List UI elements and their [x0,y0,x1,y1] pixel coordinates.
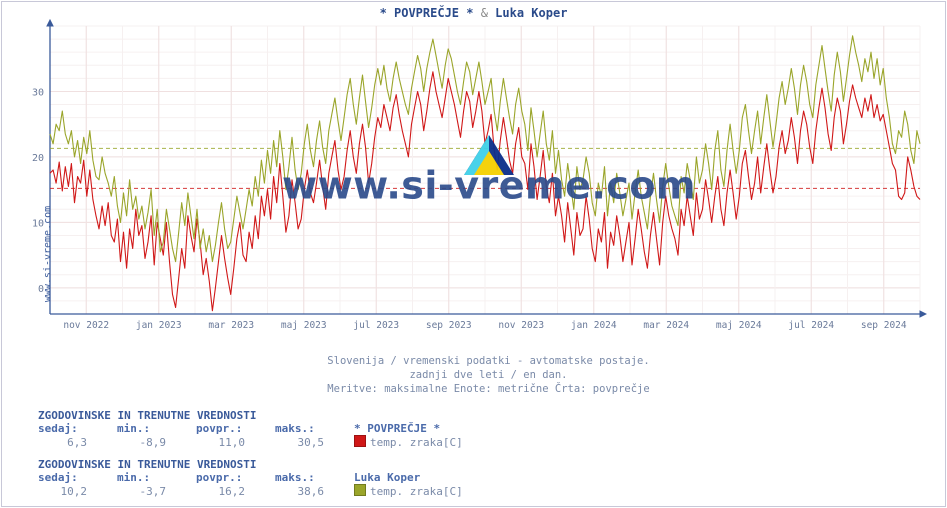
stats-val-povpr: 16,2 [196,484,275,498]
chart-title: * POVPREČJE * & Luka Koper [0,6,947,20]
stats-label-sedaj: sedaj: [38,471,117,484]
title-series-1: * POVPREČJE * [380,6,474,20]
caption-line-3: Meritve: maksimalne Enote: metrične Črta… [327,383,649,395]
svg-text:mar 2023: mar 2023 [208,320,254,331]
stats-header: ZGODOVINSKE IN TRENUTNE VREDNOSTI [38,409,467,422]
stats-label-maks: maks.: [275,471,354,484]
caption-line-2: zadnji dve leti / en dan. [409,369,567,381]
svg-text:30: 30 [32,87,44,98]
stats-val-maks: 38,6 [275,484,354,498]
stats-label-povpr: povpr.: [196,471,275,484]
legend-swatch-icon [354,484,366,496]
svg-text:mar 2024: mar 2024 [643,320,689,331]
stats-block-2: ZGODOVINSKE IN TRENUTNE VREDNOSTI sedaj:… [38,458,467,498]
stats-measure: temp. zraka[C] [354,484,467,498]
stats-val-min: -3,7 [117,484,196,498]
svg-text:nov 2022: nov 2022 [63,320,109,331]
stats-label-min: min.: [117,471,196,484]
svg-text:jan 2024: jan 2024 [571,320,617,331]
chart-caption: Slovenija / vremenski podatki - avtomats… [50,354,927,397]
svg-text:jan 2023: jan 2023 [136,320,182,331]
svg-text:sep 2024: sep 2024 [861,320,907,331]
chart-svg: 0102030nov 2022jan 2023mar 2023maj 2023j… [50,26,928,336]
stats-label-sedaj: sedaj: [38,422,117,435]
stats-table: sedaj: min.: povpr.: maks.: Luka Koper 1… [38,471,467,498]
svg-text:0: 0 [38,284,44,295]
stats-label-min: min.: [117,422,196,435]
stats-block-1: ZGODOVINSKE IN TRENUTNE VREDNOSTI sedaj:… [38,409,467,449]
stats-val-sedaj: 6,3 [38,435,117,449]
svg-text:jul 2024: jul 2024 [788,320,834,331]
chart-plot-area: 0102030nov 2022jan 2023mar 2023maj 2023j… [50,26,928,336]
svg-text:maj 2023: maj 2023 [281,320,327,331]
stats-val-povpr: 11,0 [196,435,275,449]
legend-swatch-icon [354,435,366,447]
caption-line-1: Slovenija / vremenski podatki - avtomats… [327,355,649,367]
stats-series-name: Luka Koper [354,471,467,484]
svg-text:jul 2023: jul 2023 [353,320,399,331]
title-separator: & [473,6,495,20]
stats-measure: temp. zraka[C] [354,435,467,449]
title-series-2: Luka Koper [495,6,567,20]
stats-header: ZGODOVINSKE IN TRENUTNE VREDNOSTI [38,458,467,471]
svg-text:sep 2023: sep 2023 [426,320,472,331]
stats-series-name: * POVPREČJE * [354,422,467,435]
stats-val-sedaj: 10,2 [38,484,117,498]
svg-text:10: 10 [32,218,44,229]
stats-val-maks: 30,5 [275,435,354,449]
svg-text:nov 2023: nov 2023 [498,320,544,331]
stats-val-min: -8,9 [117,435,196,449]
stats-table: sedaj: min.: povpr.: maks.: * POVPREČJE … [38,422,467,449]
stats-label-maks: maks.: [275,422,354,435]
stats-label-povpr: povpr.: [196,422,275,435]
svg-text:maj 2024: maj 2024 [716,320,762,331]
svg-text:20: 20 [32,153,44,164]
